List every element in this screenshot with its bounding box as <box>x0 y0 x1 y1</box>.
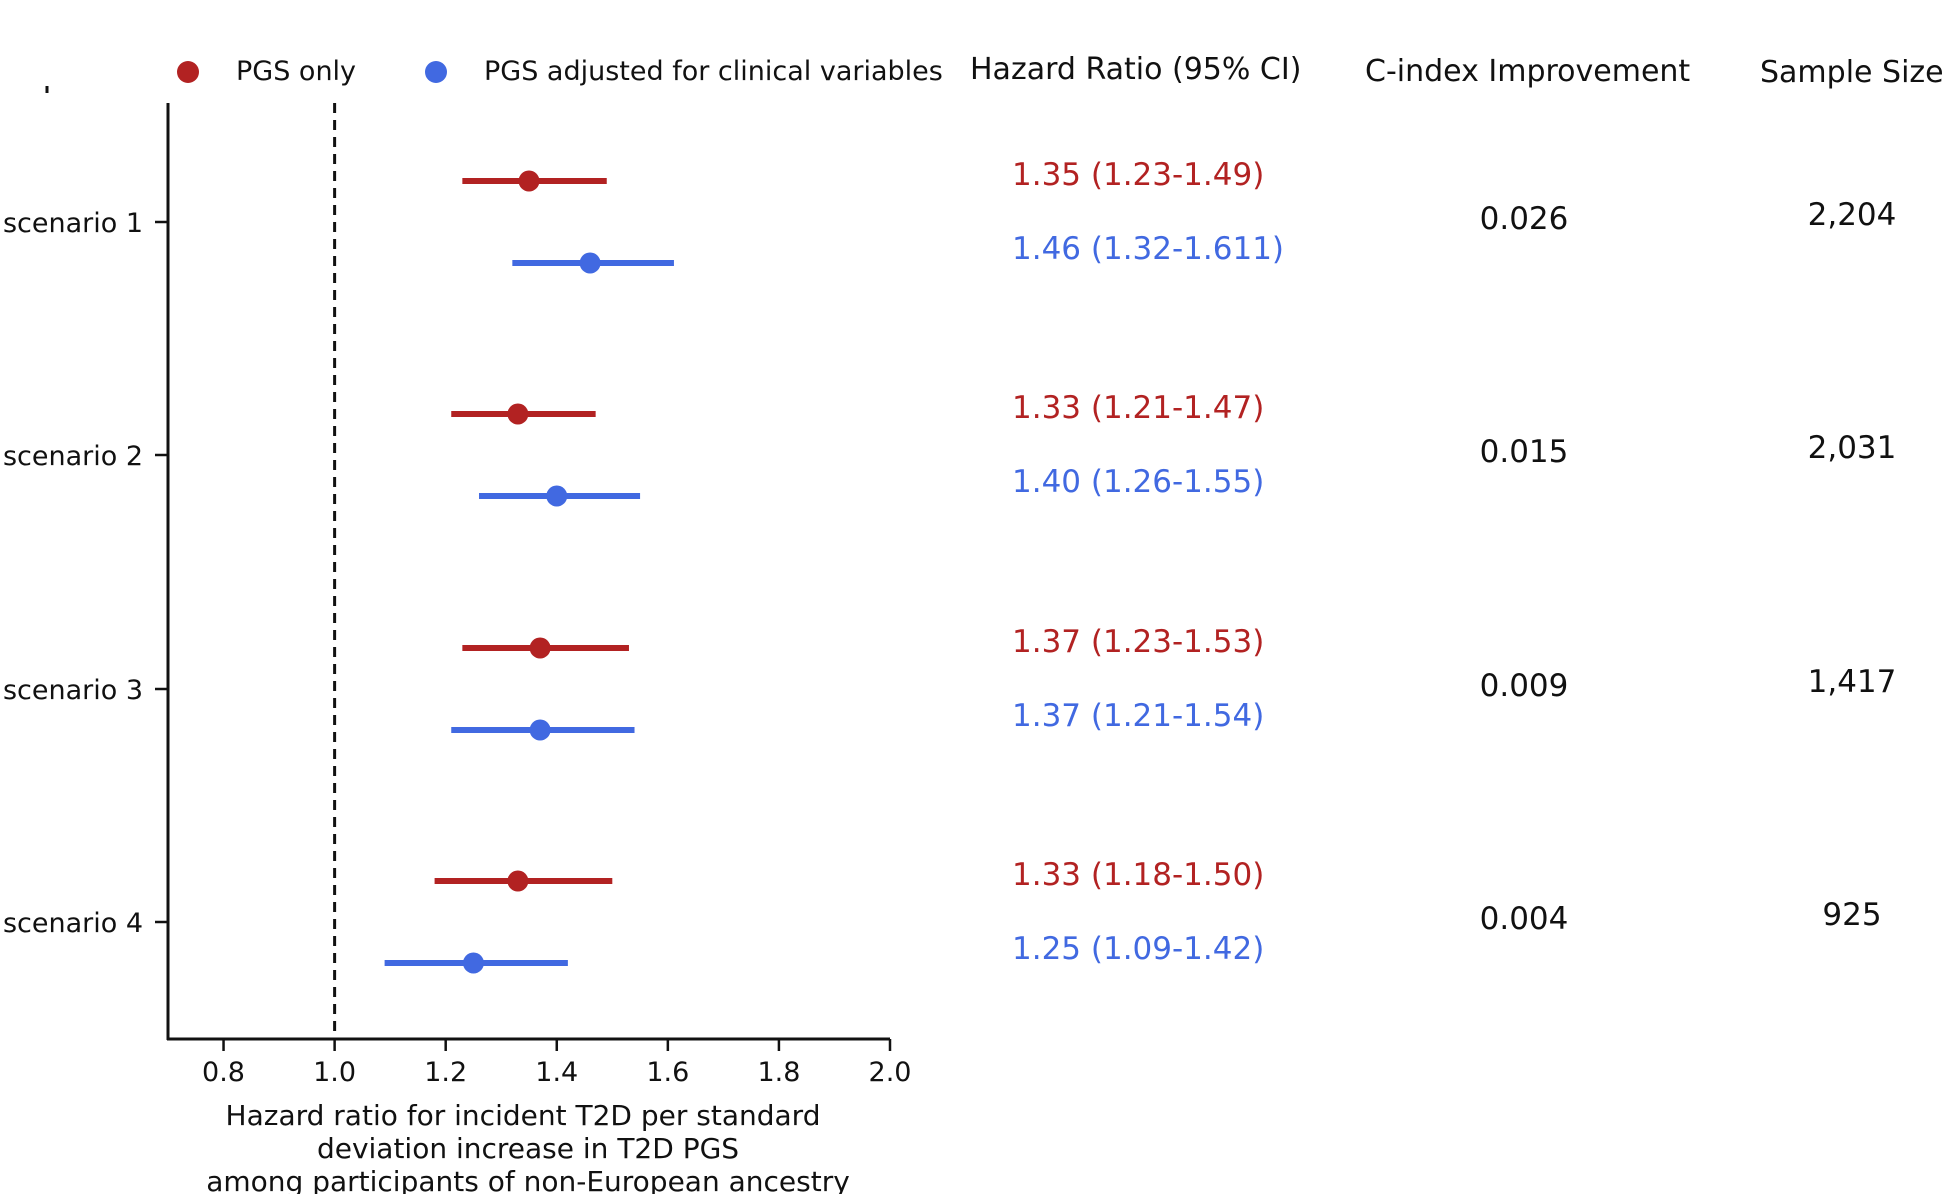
cindex-value: 0.026 <box>1480 201 1569 237</box>
hr-text-adjusted: 1.37 (1.21-1.54) <box>1012 698 1264 734</box>
point-estimate-pgs_only <box>518 170 540 192</box>
hr-text-adjusted: 1.46 (1.32-1.611) <box>1012 231 1284 267</box>
legend-marker-adjusted <box>425 61 447 83</box>
x-tick-label: 1.2 <box>424 1057 467 1088</box>
x-axis-label-line-2: deviation increase in T2D PGS <box>317 1132 739 1165</box>
cindex-value: 0.015 <box>1480 434 1569 470</box>
point-estimate-adjusted <box>546 485 568 507</box>
sample-size-value: 925 <box>1822 897 1881 933</box>
estimate-marks <box>384 170 674 974</box>
sample-size-value: 1,417 <box>1808 664 1897 700</box>
legend: PGS only PGS adjusted for clinical varia… <box>177 56 943 87</box>
cindex-value: 0.004 <box>1480 901 1569 937</box>
axes <box>166 103 890 1041</box>
x-tick-label: 2.0 <box>869 1057 912 1088</box>
x-tick-label: 0.8 <box>202 1057 245 1088</box>
y-axis-ticks: scenario 1 scenario 2 scenario 3 scenario 4 <box>3 208 168 939</box>
y-tick-label: scenario 3 <box>3 675 143 706</box>
column-header-cindex: C-index Improvement <box>1365 54 1690 89</box>
hr-text-pgs-only: 1.33 (1.18-1.50) <box>1012 857 1264 893</box>
x-axis-label-line-1: Hazard ratio for incident T2D per standa… <box>226 1099 821 1132</box>
legend-label-adjusted: PGS adjusted for clinical variables <box>484 56 943 87</box>
point-estimate-adjusted <box>579 252 601 274</box>
y-tick-label: scenario 4 <box>3 908 143 939</box>
x-axis-ticks: 0.8 1.0 1.2 1.4 1.6 1.8 2.0 <box>202 1039 911 1088</box>
y-tick-label: scenario 2 <box>3 441 143 472</box>
sample-size-value: 2,204 <box>1808 197 1897 233</box>
column-header-sample-size: Sample Size <box>1760 55 1942 90</box>
point-estimate-adjusted <box>529 719 551 741</box>
x-tick-label: 1.0 <box>313 1057 356 1088</box>
y-tick-label: scenario 1 <box>3 208 143 239</box>
results-table: 1.35 (1.23-1.49) 1.46 (1.32-1.611) 0.026 2,… <box>1012 157 1896 967</box>
hr-text-pgs-only: 1.33 (1.21-1.47) <box>1012 390 1264 426</box>
x-tick-label: 1.6 <box>646 1057 689 1088</box>
cindex-value: 0.009 <box>1480 668 1569 704</box>
point-estimate-adjusted <box>462 952 484 974</box>
hr-text-pgs-only: 1.35 (1.23-1.49) <box>1012 157 1264 193</box>
x-axis-label-line-3: among participants of non-European ances… <box>206 1165 850 1194</box>
sample-size-value: 2,031 <box>1808 430 1897 466</box>
hr-text-adjusted: 1.40 (1.26-1.55) <box>1012 464 1264 500</box>
point-estimate-pgs_only <box>507 403 529 425</box>
hr-text-adjusted: 1.25 (1.09-1.42) <box>1012 931 1264 967</box>
x-tick-label: 1.8 <box>757 1057 800 1088</box>
point-estimate-pgs_only <box>507 870 529 892</box>
x-axis-label: Hazard ratio for incident T2D per standa… <box>206 1099 850 1194</box>
hr-text-pgs-only: 1.37 (1.23-1.53) <box>1012 624 1264 660</box>
legend-marker-pgs-only <box>177 61 199 83</box>
column-header-hazard-ratio: Hazard Ratio (95% CI) <box>970 52 1301 87</box>
point-estimate-pgs_only <box>529 637 551 659</box>
x-tick-label: 1.4 <box>535 1057 578 1088</box>
legend-label-pgs-only: PGS only <box>236 56 356 87</box>
